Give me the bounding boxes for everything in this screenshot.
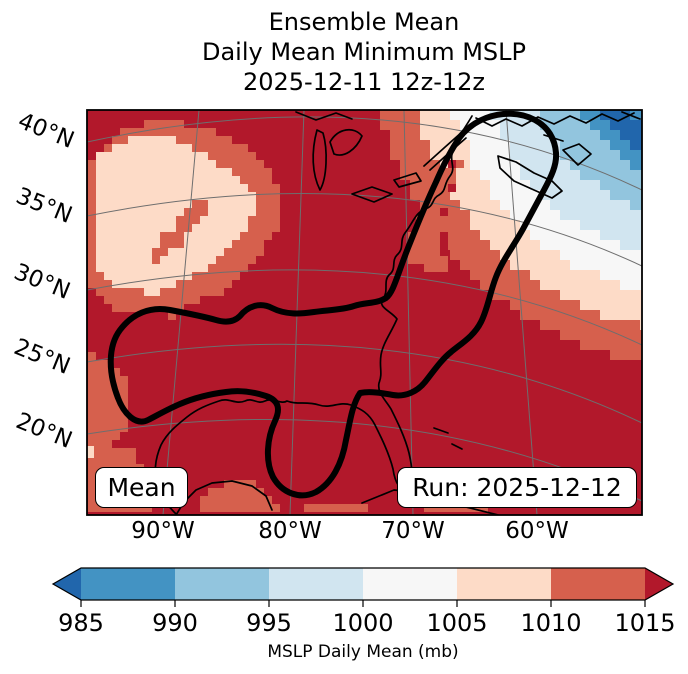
cbar-tick-1005: 1005	[426, 609, 488, 637]
colorbar-segment	[81, 568, 175, 600]
cbar-tick-1010: 1010	[520, 609, 582, 637]
lon-tick-90w: 90°W	[131, 518, 195, 544]
colorbar	[51, 567, 675, 607]
title-line-3: 2025-12-11 12z-12z	[242, 68, 486, 96]
title-line-1: Ensemble Mean	[268, 8, 460, 36]
cbar-axis-label: MSLP Daily Mean (mb)	[267, 642, 459, 662]
lon-tick-80w: 80°W	[258, 518, 322, 544]
lon-tick-60w: 60°W	[505, 518, 569, 544]
run-date-badge: Run: 2025-12-12	[397, 467, 637, 508]
map-border	[86, 109, 643, 516]
colorbar-segment	[175, 568, 269, 600]
ensemble-contour	[107, 110, 560, 499]
colorbar-over-arrow	[645, 568, 673, 600]
mean-badge: Mean	[95, 467, 188, 508]
colorbar-segment	[457, 568, 551, 600]
colorbar-segment	[269, 568, 363, 600]
cbar-tick-1000: 1000	[332, 609, 394, 637]
cbar-tick-990: 990	[152, 609, 198, 637]
map-canvas	[87, 110, 642, 515]
cbar-tick-995: 995	[246, 609, 292, 637]
coastlines	[154, 111, 641, 515]
colorbar-segment	[551, 568, 645, 600]
colorbar-segment	[363, 568, 457, 600]
cbar-tick-1015: 1015	[614, 609, 676, 637]
colorbar-under-arrow	[53, 568, 81, 600]
lon-tick-70w: 70°W	[381, 518, 445, 544]
figure-title: Ensemble Mean Daily Mean Minimum MSLP 20…	[40, 7, 688, 97]
cbar-tick-985: 985	[58, 609, 104, 637]
title-line-2: Daily Mean Minimum MSLP	[201, 38, 526, 66]
